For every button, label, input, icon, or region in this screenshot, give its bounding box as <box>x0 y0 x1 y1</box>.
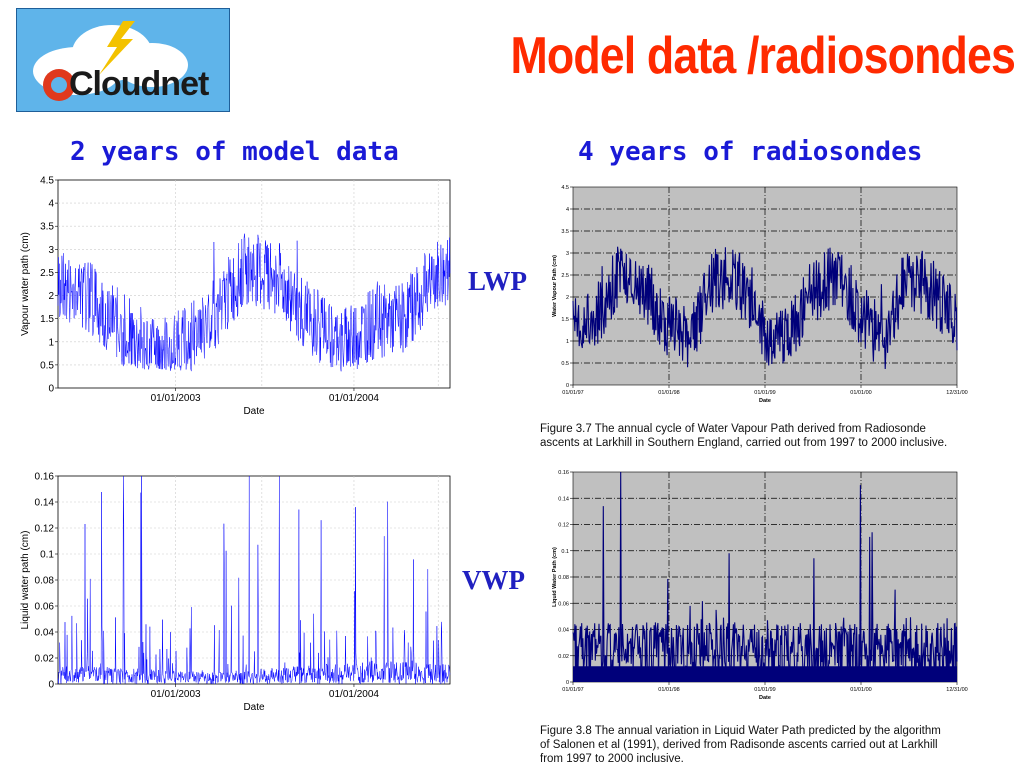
chart-sonde-vapour: 0 0.5 1 1.5 2 2.5 3 3.5 4 4.5 01/01/97 01/01/98 01/0… <box>552 185 968 404</box>
y-tick-label: 4 <box>48 199 54 210</box>
x-tick-label: 01/01/2004 <box>329 393 379 404</box>
data-series-line <box>572 246 958 370</box>
y-tick-label: 3 <box>566 251 569 257</box>
cloudnet-logo: Cloudnet <box>16 8 230 112</box>
chart-model-liquid: 0 0.02 0.04 0.06 0.08 0.1 0.12 0.14 0.16 01/01/20… <box>20 472 451 713</box>
x-tick-label: 01/01/99 <box>754 390 775 396</box>
y-tick-label: 2 <box>566 295 569 301</box>
x-tick-label: 01/01/98 <box>658 687 679 693</box>
data-series-line <box>57 475 451 685</box>
cloud-lightning-icon <box>17 9 229 111</box>
y-tick-label: 0.16 <box>558 470 569 476</box>
y-axis-label: Vapour water path (cm) <box>20 232 31 336</box>
y-tick-label: 2 <box>48 291 54 302</box>
x-axis-label: Date <box>243 702 265 713</box>
x-tick-label: 01/01/98 <box>658 390 679 396</box>
slide-title: Model data /radiosondes <box>510 27 1015 85</box>
y-tick-label: 0.08 <box>35 576 55 587</box>
y-tick-label: 3.5 <box>40 222 54 233</box>
y-axis-label: Liquid water path (cm) <box>20 531 31 630</box>
y-tick-label: 0.04 <box>558 628 569 634</box>
y-tick-label: 0.5 <box>561 361 569 367</box>
figure-caption-3-7: Figure 3.7 The annual cycle of Water Vap… <box>540 423 948 449</box>
y-tick-label: 0.02 <box>35 654 55 665</box>
label-lwp: LWP <box>468 266 528 296</box>
y-tick-label: 4.5 <box>561 185 569 191</box>
y-tick-label: 1.5 <box>40 314 54 325</box>
x-tick-label: 01/01/2004 <box>329 689 379 700</box>
x-tick-label: 12/31/00 <box>946 390 967 396</box>
y-tick-label: 3.5 <box>561 229 569 235</box>
x-axis-label: Date <box>243 406 265 415</box>
x-tick-label: 01/01/00 <box>850 687 871 693</box>
x-tick-label: 01/01/2003 <box>151 393 201 404</box>
y-tick-label: 1 <box>48 337 54 348</box>
y-tick-label: 0.1 <box>561 549 569 555</box>
logo-text: Cloudnet <box>69 65 209 103</box>
chart-sonde-liquid: 0 0.02 0.04 0.06 0.08 0.1 0.12 0.14 0.16 01/01/97… <box>552 470 968 701</box>
y-tick-label: 0.12 <box>558 523 569 529</box>
label-vwp: VWP <box>462 565 525 595</box>
y-tick-label: 4 <box>566 207 569 213</box>
y-tick-label: 2.5 <box>561 273 569 279</box>
x-tick-label: 01/01/99 <box>754 687 775 693</box>
y-tick-label: 0.06 <box>35 602 55 613</box>
data-series-line <box>57 233 451 372</box>
y-tick-label: 1 <box>566 339 569 345</box>
y-axis-label: Water Vapour Path (cm) <box>552 255 558 317</box>
heading-radiosondes: 4 years of radiosondes <box>578 137 923 167</box>
figure-caption-3-8: Figure 3.8 The annual variation in Liqui… <box>540 725 941 765</box>
y-tick-label: 1.5 <box>561 317 569 323</box>
y-tick-label: 0 <box>566 383 569 389</box>
y-tick-label: 0.14 <box>35 498 55 509</box>
y-tick-label: 0 <box>48 680 54 691</box>
x-tick-label: 01/01/00 <box>850 390 871 396</box>
x-tick-label: 12/31/00 <box>946 687 967 693</box>
y-tick-label: 0.14 <box>558 496 569 502</box>
y-tick-label: 0.02 <box>558 654 569 660</box>
y-tick-label: 3 <box>48 245 54 256</box>
y-tick-label: 0.5 <box>40 360 54 371</box>
x-tick-label: 01/01/97 <box>562 390 583 396</box>
x-axis-label: Date <box>759 695 771 701</box>
data-baseline-fill <box>573 666 957 682</box>
y-tick-label: 0.12 <box>35 524 55 535</box>
y-tick-label: 2.5 <box>40 268 54 279</box>
y-tick-label: 0.04 <box>35 628 55 639</box>
chart-model-vapour: 0 0.5 1 1.5 2 2.5 3 3.5 4 4.5 01/01/2003 01/01/2004… <box>20 176 451 415</box>
x-tick-label: 01/01/97 <box>562 687 583 693</box>
y-tick-label: 0.1 <box>40 550 54 561</box>
x-axis-label: Date <box>759 398 771 404</box>
y-tick-label: 0 <box>566 680 569 686</box>
y-tick-label: 4.5 <box>40 176 54 187</box>
y-axis-label: Liquid Water Path (cm) <box>552 547 558 607</box>
x-tick-label: 01/01/2003 <box>151 689 201 700</box>
heading-model-data: 2 years of model data <box>70 137 399 167</box>
y-tick-label: 0.16 <box>35 472 55 483</box>
y-tick-label: 0.06 <box>558 601 569 607</box>
y-tick-label: 0.08 <box>558 575 569 581</box>
y-tick-label: 0 <box>48 384 54 395</box>
